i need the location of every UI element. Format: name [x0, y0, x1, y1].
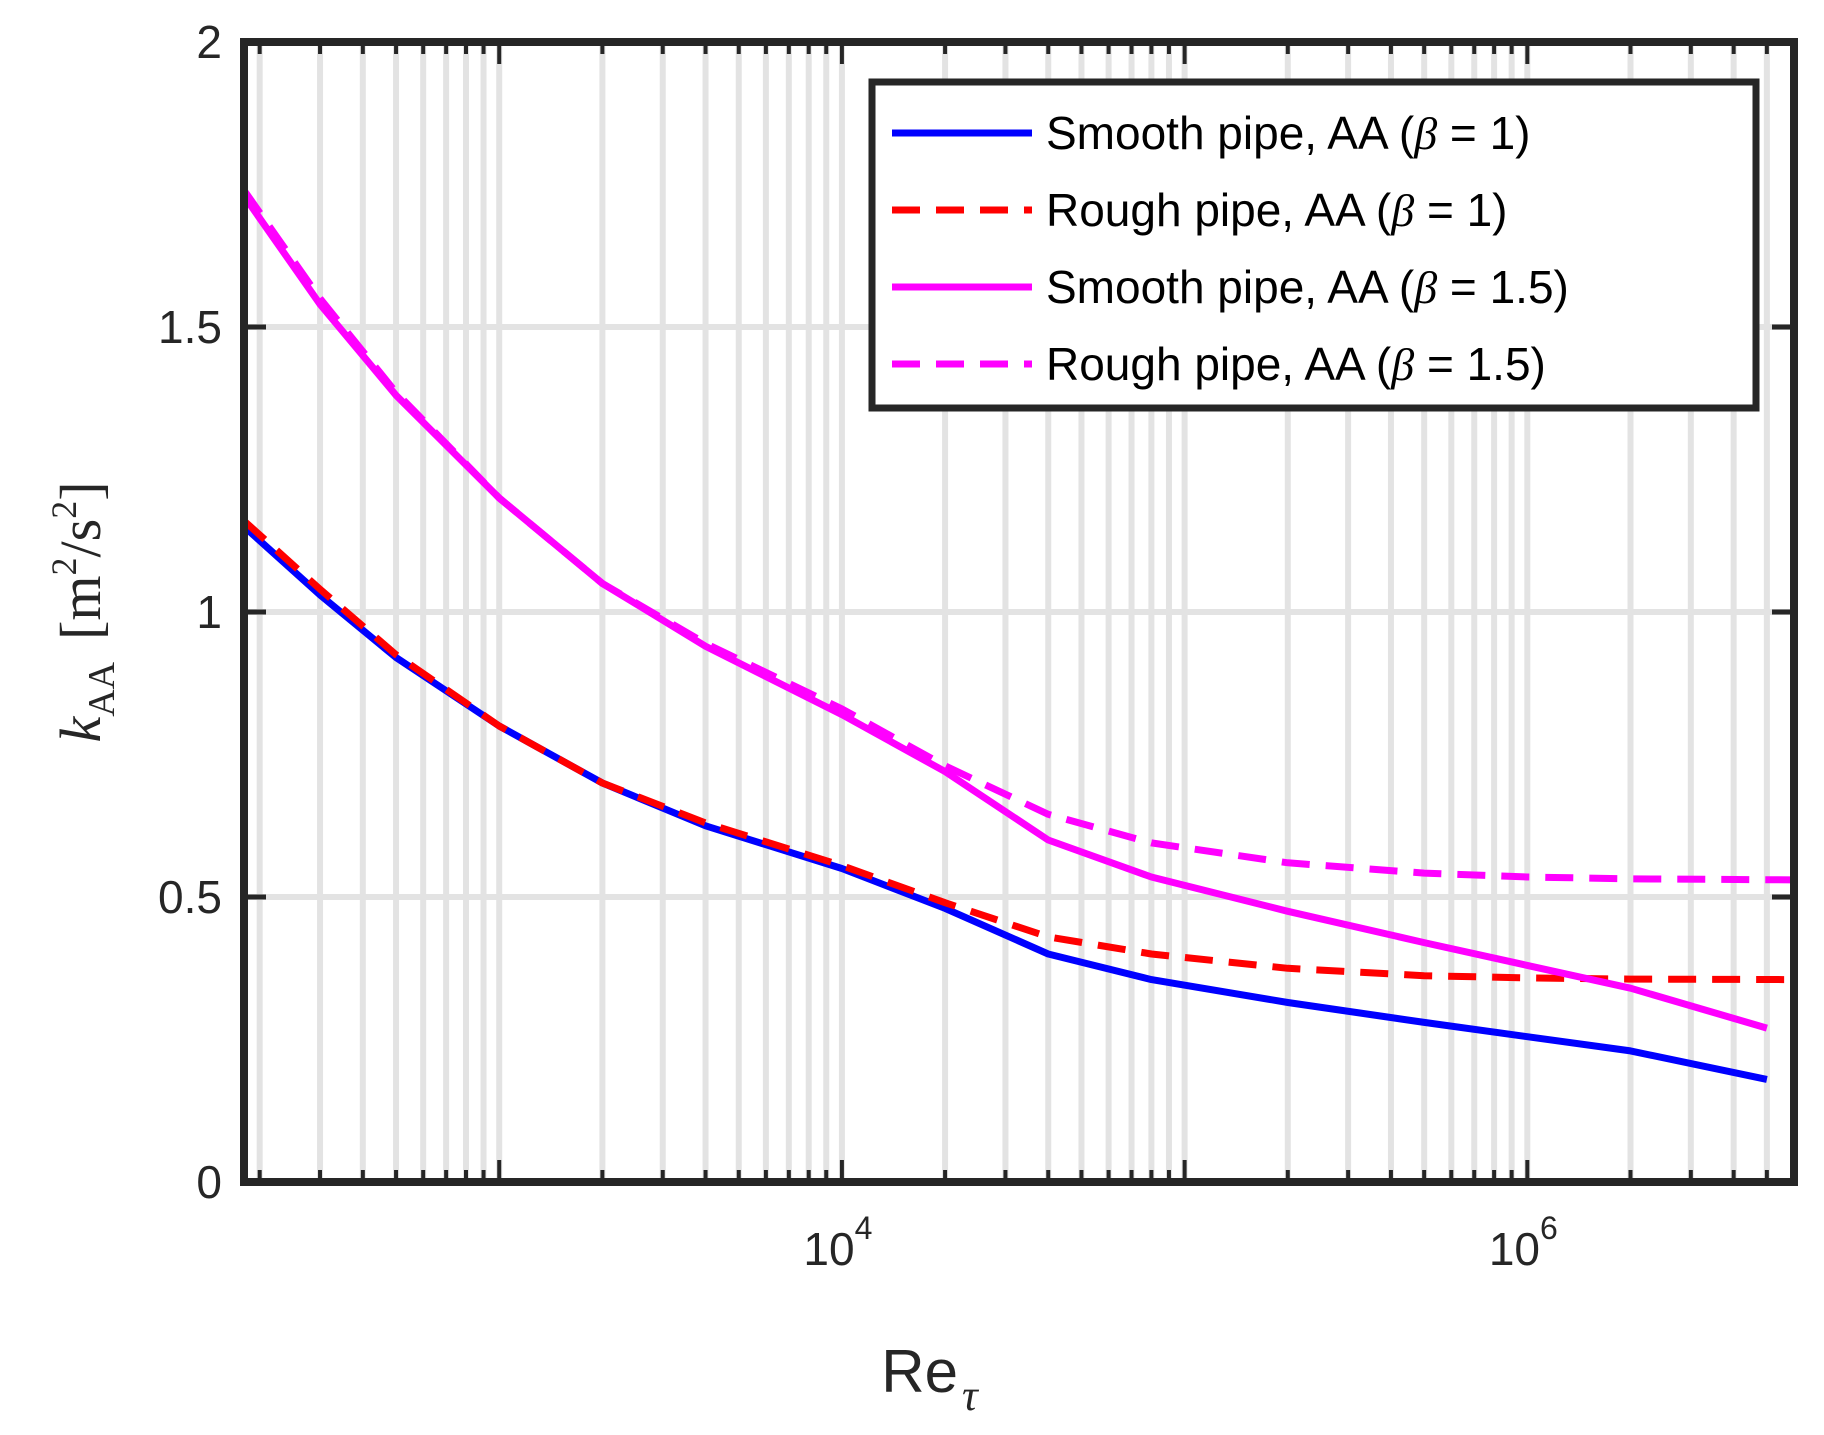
y-axis-label: kAA[m2/s2] — [44, 481, 123, 742]
axis-ticks: 0 0.5 1 1.5 2 104 106 — [158, 16, 1796, 1275]
x-tick-label: 106 — [1489, 1210, 1558, 1275]
legend-label-2: Rough pipe, AA (β = 1) — [1046, 184, 1508, 236]
series-line-3 — [241, 193, 1768, 1032]
svg-text:kAA[m2/s2]: kAA[m2/s2] — [44, 481, 123, 742]
y-tick-label: 0.5 — [158, 871, 222, 923]
legend-label-1: Smooth pipe, AA (β = 1) — [1046, 107, 1530, 159]
legend-label-3: Smooth pipe, AA (β = 1.5) — [1046, 261, 1569, 313]
y-tick-label: 1.5 — [158, 301, 222, 353]
legend-label-4: Rough pipe, AA (β = 1.5) — [1046, 338, 1546, 390]
grid-lines — [244, 39, 1797, 1185]
legend: Smooth pipe, AA (β = 1) Rough pipe, AA (β… — [868, 78, 1760, 412]
x-axis-label: Re — [881, 1338, 958, 1405]
series-layer — [241, 188, 1795, 1083]
series-line-2 — [241, 518, 1795, 984]
x-tick-label: 104 — [803, 1210, 872, 1275]
y-tick-label: 0 — [196, 1156, 222, 1208]
y-tick-label: 2 — [196, 16, 222, 68]
y-tick-label: 1 — [196, 586, 222, 638]
x-axis-label-subscript: τ — [962, 1371, 980, 1420]
